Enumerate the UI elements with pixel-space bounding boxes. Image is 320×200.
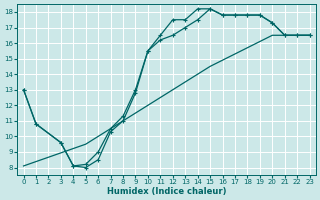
- X-axis label: Humidex (Indice chaleur): Humidex (Indice chaleur): [107, 187, 226, 196]
